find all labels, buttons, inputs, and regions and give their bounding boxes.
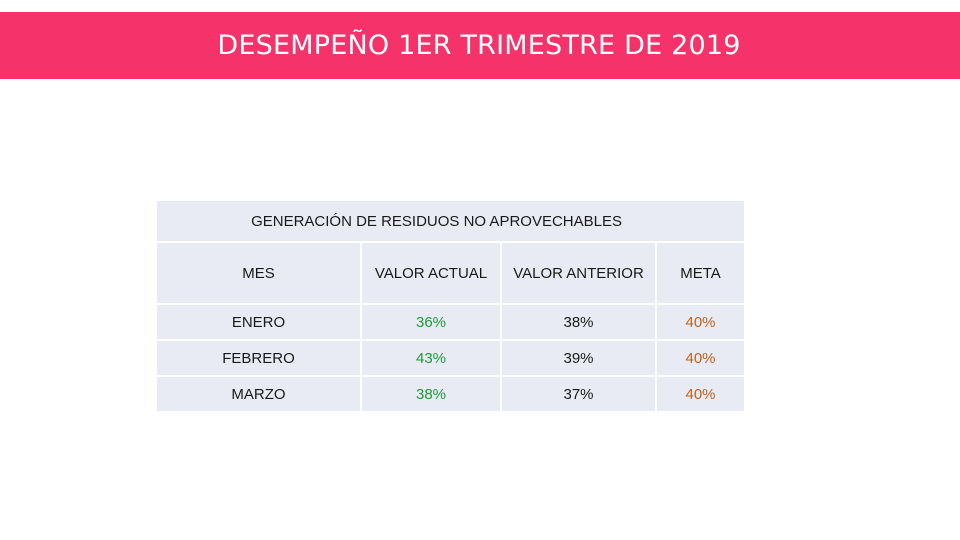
table-row: ENERO 36% 38% 40% — [155, 303, 747, 341]
performance-table: GENERACIÓN DE RESIDUOS NO APROVECHABLES … — [154, 199, 747, 413]
column-header-valor-anterior: VALOR ANTERIOR — [500, 241, 657, 305]
column-header-mes: MES — [155, 241, 362, 305]
cell-mes: ENERO — [155, 303, 362, 341]
cell-valor-actual: 38% — [360, 375, 502, 413]
cell-meta: 40% — [654, 339, 747, 377]
table-row: MARZO 38% 37% 40% — [155, 375, 747, 413]
table-header-row: MES VALOR ACTUAL VALOR ANTERIOR META — [155, 241, 747, 305]
cell-valor-actual: 36% — [360, 303, 502, 341]
title-banner: DESEMPEÑO 1ER TRIMESTRE DE 2019 — [0, 12, 960, 79]
cell-valor-actual: 43% — [360, 339, 502, 377]
cell-valor-anterior: 39% — [500, 339, 657, 377]
table-title: GENERACIÓN DE RESIDUOS NO APROVECHABLES — [154, 199, 747, 243]
cell-valor-anterior: 37% — [500, 375, 657, 413]
cell-mes: FEBRERO — [155, 339, 362, 377]
page-title: DESEMPEÑO 1ER TRIMESTRE DE 2019 — [217, 30, 741, 61]
table-row: FEBRERO 43% 39% 40% — [155, 339, 747, 377]
column-header-valor-actual: VALOR ACTUAL — [360, 241, 502, 305]
cell-mes: MARZO — [155, 375, 362, 413]
cell-meta: 40% — [654, 375, 747, 413]
cell-valor-anterior: 38% — [500, 303, 657, 341]
table-title-row: GENERACIÓN DE RESIDUOS NO APROVECHABLES — [154, 199, 747, 243]
cell-meta: 40% — [654, 303, 747, 341]
column-header-meta: META — [654, 241, 747, 305]
